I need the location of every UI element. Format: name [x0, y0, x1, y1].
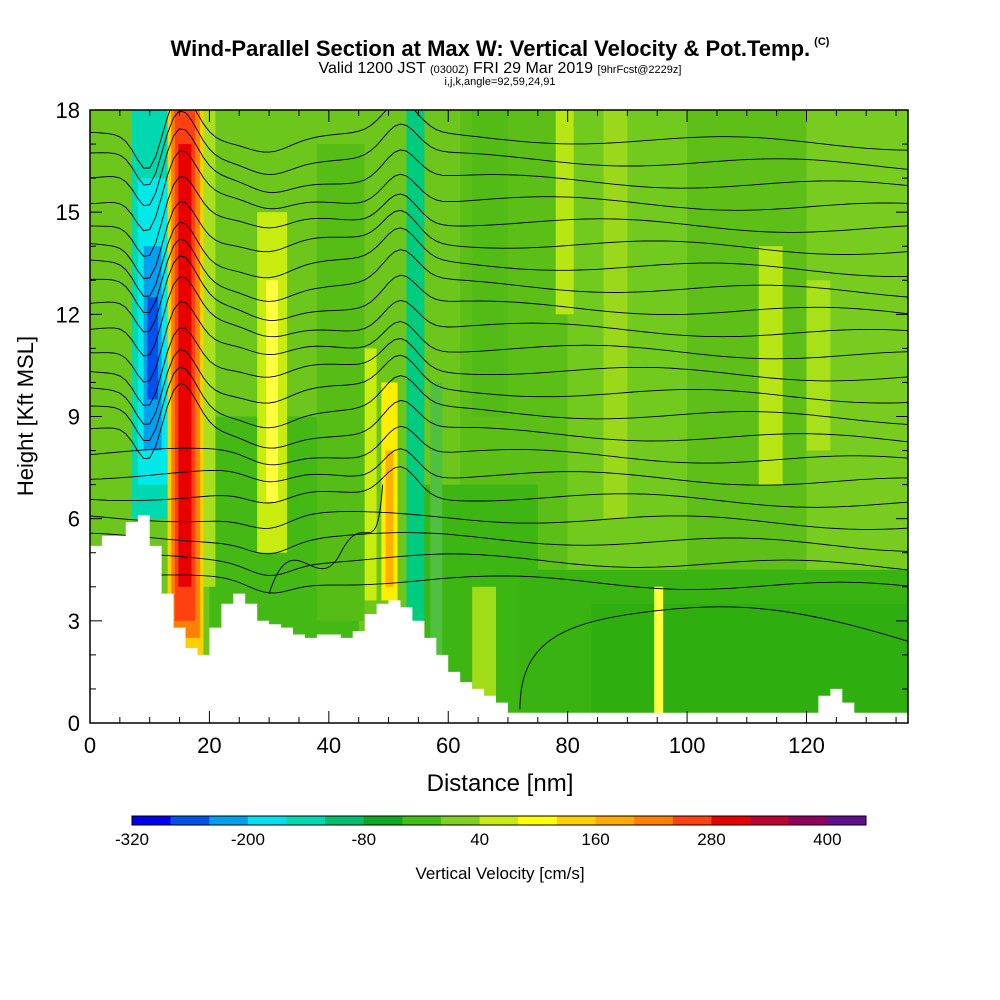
- colorbar-swatch: [170, 816, 210, 825]
- copyright-mark: (C): [814, 36, 830, 48]
- field-patch: [364, 348, 377, 601]
- y-tick-label: 9: [68, 405, 80, 430]
- field-patch: [203, 110, 216, 587]
- colorbar-swatch: [441, 816, 480, 825]
- theta-contour: [90, 176, 908, 257]
- field-patch: [758, 246, 783, 485]
- colorbar-label: Vertical Velocity [cm/s]: [415, 864, 585, 883]
- colorbar-tick-label: 400: [813, 830, 841, 849]
- theta-contour: [90, 327, 908, 406]
- theta-contour: [90, 276, 908, 357]
- colorbar-swatch: [132, 816, 171, 825]
- x-axis: 0 20 40 60 80 100 120: [84, 110, 897, 758]
- colorbar-swatch: [363, 816, 403, 825]
- x-tick-label: 0: [84, 733, 96, 758]
- field-patch: [555, 110, 574, 315]
- colorbar-frame: [131, 815, 867, 826]
- y-tick-label: 12: [56, 302, 80, 327]
- theta-contour: [90, 349, 908, 425]
- field-patch: [316, 144, 365, 621]
- field-patch: [430, 382, 443, 655]
- valid-utc: (0300Z): [430, 64, 469, 76]
- colorbar-swatch: [402, 816, 442, 825]
- y-axis: 0 3 6 9 12 15 18: [56, 98, 908, 736]
- theta-contours: [90, 110, 908, 710]
- theta-contour: [90, 466, 908, 508]
- colorbar-swatch: [672, 816, 712, 825]
- chart-subtitle: Valid 1200 JST (0300Z) FRI 29 Mar 2019 […: [0, 60, 1000, 78]
- colorbar-swatch: [479, 816, 519, 825]
- colorbar-tick-label: 280: [697, 830, 725, 849]
- colorbar-tick-label: 40: [470, 830, 489, 849]
- field-patch: [472, 110, 508, 417]
- forecast-info: [9hrFcst@2229z]: [597, 64, 682, 76]
- colorbar-swatch: [518, 816, 558, 825]
- x-axis-label: Distance [nm]: [427, 770, 574, 797]
- colorbar-swatch: [827, 816, 867, 825]
- colorbar-swatch: [788, 816, 828, 825]
- terrain-shape: [90, 515, 908, 723]
- theta-contour: [90, 366, 908, 441]
- theta-contour: [90, 238, 908, 314]
- theta-contour: [90, 382, 908, 460]
- field-patch: [806, 280, 831, 451]
- y-tick-label: 15: [56, 200, 80, 225]
- theta-contour: [90, 150, 908, 232]
- theta-contour: [90, 255, 908, 333]
- colorbar-swatch: [209, 816, 249, 825]
- colorbar-tick-label: -80: [352, 830, 377, 849]
- valid-date: FRI 29 Mar 2019: [473, 60, 594, 77]
- colorbar-swatch: [634, 816, 674, 825]
- field-patch: [603, 110, 628, 519]
- y-axis-label: Height [Kft MSL]: [13, 336, 38, 496]
- colorbar-tick-label: -200: [231, 830, 265, 849]
- theta-contour: [268, 484, 384, 594]
- theta-contour: [90, 301, 908, 383]
- field-patch: [654, 586, 664, 723]
- colorbar-swatch: [556, 816, 596, 825]
- terrain-mask: [90, 515, 908, 723]
- field-patch: [266, 280, 279, 502]
- valid-time: Valid 1200 JST: [318, 60, 426, 77]
- colorbar: -320 -200 -80 40 160 280 400: [115, 815, 867, 849]
- theta-contour: [90, 110, 908, 169]
- colorbar-tick-label: 160: [581, 830, 609, 849]
- theta-contour: [90, 221, 908, 297]
- y-tick-label: 3: [68, 609, 80, 634]
- grid-indices: i,j,k,angle=92,59,24,91: [444, 76, 556, 88]
- theta-contour: [90, 511, 908, 530]
- theta-contour: [90, 532, 908, 555]
- colorbar-swatch: [750, 816, 790, 825]
- chart-title: Wind-Parallel Section at Max W: Vertical…: [0, 36, 1000, 62]
- colorbar-swatch: [595, 816, 635, 825]
- x-tick-label: 80: [555, 733, 579, 758]
- x-tick-label: 100: [669, 733, 706, 758]
- field-patch: [591, 603, 908, 723]
- field-patch: [406, 110, 425, 621]
- colorbar-swatch: [247, 816, 287, 825]
- theta-contour: [519, 606, 908, 710]
- theta-contour: [90, 425, 908, 466]
- x-tick-label: 120: [788, 733, 825, 758]
- colorbar-swatch: [711, 816, 751, 825]
- theta-contour: [90, 201, 908, 280]
- theta-contour: [90, 574, 908, 594]
- y-tick-label: 6: [68, 507, 80, 532]
- theta-contour: [90, 448, 908, 486]
- colorbar-swatch: [286, 816, 326, 825]
- x-tick-label: 60: [436, 733, 460, 758]
- y-tick-label: 18: [56, 98, 80, 123]
- field-patch: [385, 450, 394, 587]
- chart-title-text: Wind-Parallel Section at Max W: Vertical…: [170, 36, 811, 61]
- field-patch: [178, 144, 192, 587]
- theta-contour: [90, 553, 908, 576]
- colorbar-tick-label: -320: [115, 830, 149, 849]
- theta-contour: [90, 110, 908, 186]
- x-tick-label: 40: [317, 733, 341, 758]
- x-tick-label: 20: [197, 733, 221, 758]
- theta-contour: [90, 128, 908, 207]
- colorbar-swatch: [325, 816, 365, 825]
- y-tick-label: 0: [68, 711, 80, 736]
